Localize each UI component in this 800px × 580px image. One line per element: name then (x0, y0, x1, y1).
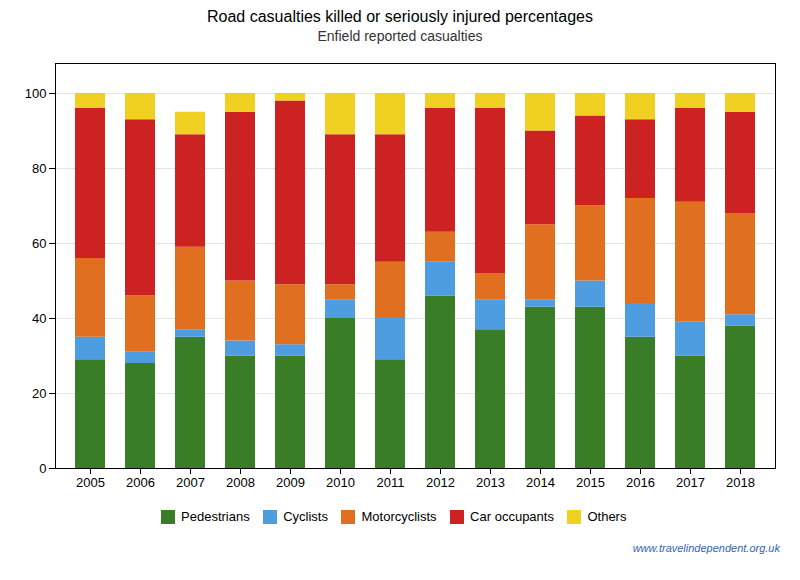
html-text:Car occupants: Car occupants (470, 509, 554, 524)
svg-text:2008: 2008 (226, 475, 255, 490)
svg-text:2012: 2012 (426, 475, 455, 490)
svg-text:0: 0 (39, 461, 46, 476)
svg-text:60: 60 (32, 236, 46, 251)
html-text:Cyclists: Cyclists (283, 509, 328, 524)
svg-text:2014: 2014 (526, 475, 555, 490)
svg-text:2006: 2006 (126, 475, 155, 490)
html-text:Others: Others (587, 509, 627, 524)
svg-text:100: 100 (25, 86, 47, 101)
svg-text:2016: 2016 (626, 475, 655, 490)
html-text:Road casualties killed or seri: Road casualties killed or seriously inju… (207, 8, 593, 25)
html-text:Enfield reported casualties: Enfield reported casualties (317, 28, 483, 44)
svg-text:2011: 2011 (377, 475, 405, 490)
html-text:Pedestrians: Pedestrians (181, 509, 250, 524)
svg-text:2018: 2018 (726, 475, 755, 490)
svg-text:40: 40 (32, 311, 46, 326)
svg-text:2015: 2015 (576, 475, 605, 490)
svg-text:2017: 2017 (676, 475, 705, 490)
html-text:Motorcyclists: Motorcyclists (361, 509, 437, 524)
svg-text:2013: 2013 (476, 475, 505, 490)
svg-text:2010: 2010 (326, 475, 355, 490)
svg-text:2009: 2009 (276, 475, 305, 490)
svg-text:2005: 2005 (76, 475, 105, 490)
svg-text:2007: 2007 (176, 475, 205, 490)
html-text:www.travelindependent.org.uk: www.travelindependent.org.uk (632, 541, 780, 554)
svg-text:80: 80 (32, 161, 46, 176)
svg-text:20: 20 (32, 386, 46, 401)
